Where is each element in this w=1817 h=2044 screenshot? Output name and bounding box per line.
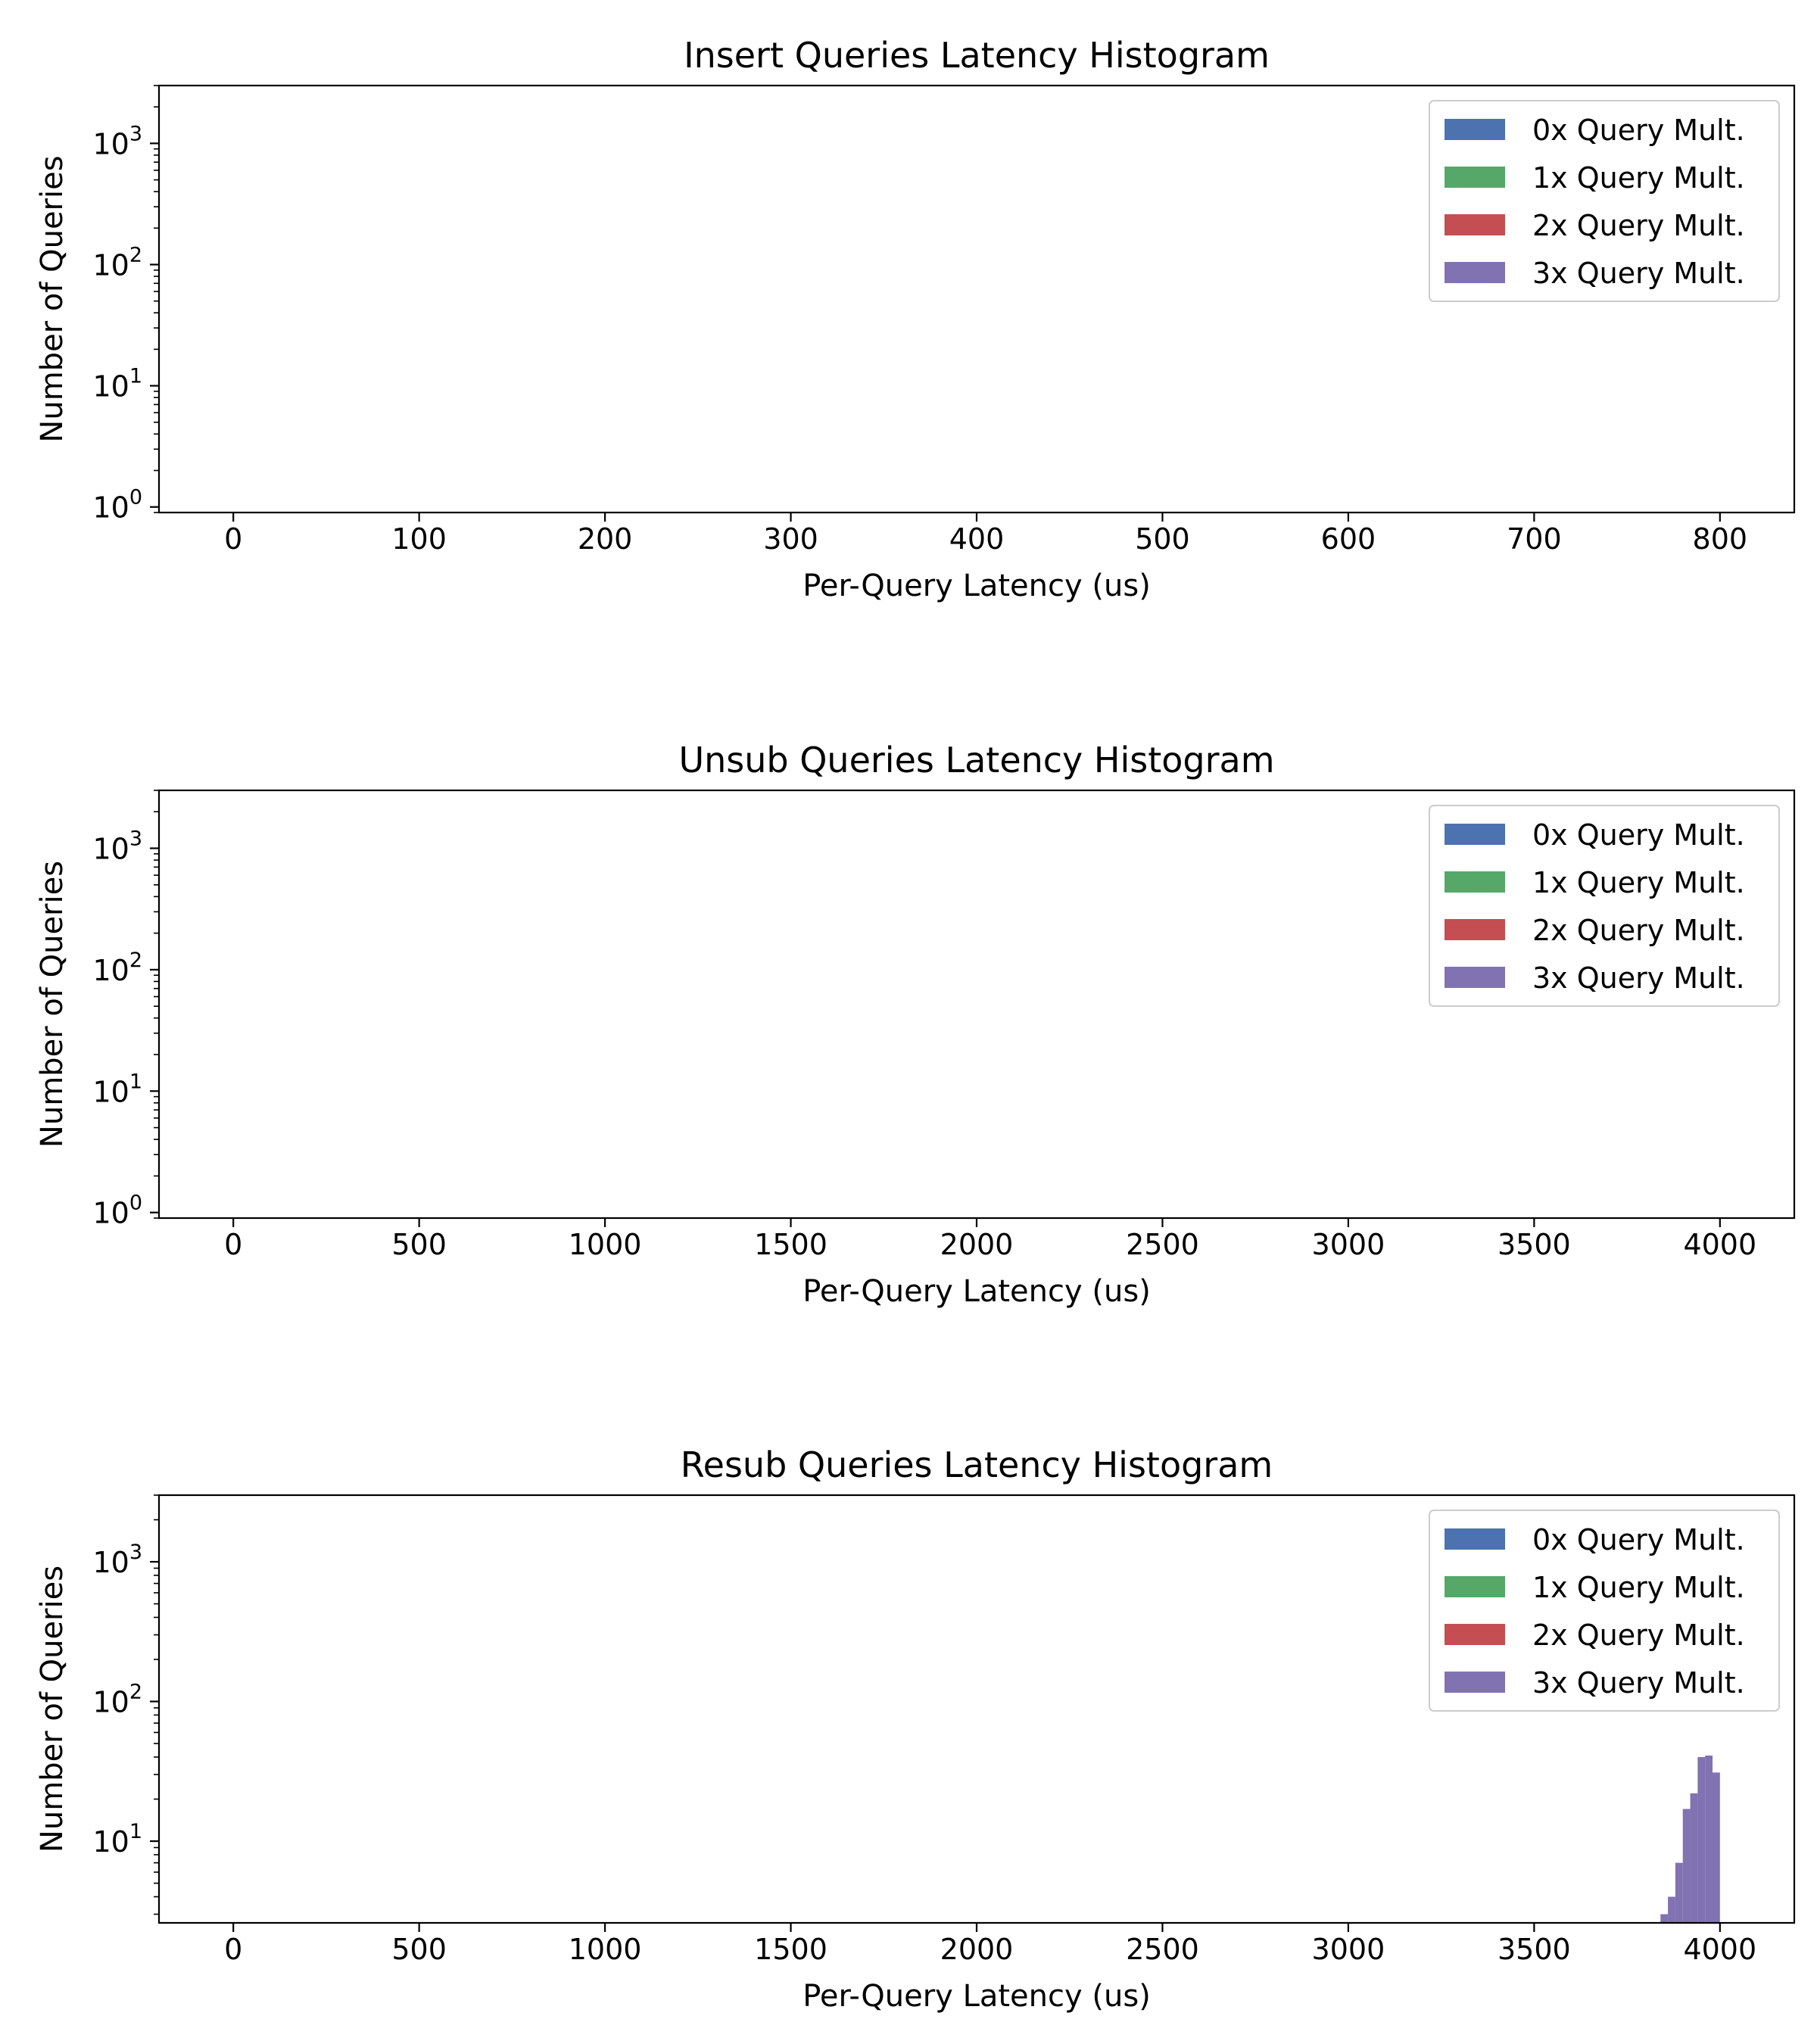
legend-label: 2x Query Mult. xyxy=(1532,209,1745,242)
legend-swatch xyxy=(1445,919,1505,940)
x-tick-label: 3500 xyxy=(1498,1933,1571,1966)
x-tick-label: 400 xyxy=(949,522,1005,556)
x-tick-label: 500 xyxy=(1135,522,1190,556)
legend-label: 1x Query Mult. xyxy=(1532,866,1745,899)
x-tick-label: 0 xyxy=(224,1933,242,1966)
legend-label: 1x Query Mult. xyxy=(1532,161,1745,195)
y-axis-label: Number of Queries xyxy=(35,155,70,442)
chart-title: Resub Queries Latency Histogram xyxy=(681,1444,1273,1485)
legend-label: 0x Query Mult. xyxy=(1532,818,1745,852)
legend-label: 0x Query Mult. xyxy=(1532,1523,1745,1556)
legend-swatch xyxy=(1445,871,1505,893)
x-tick-label: 800 xyxy=(1693,522,1748,556)
x-axis-label: Per-Query Latency (us) xyxy=(803,569,1151,603)
y-tick-label: 100 xyxy=(92,486,142,525)
y-tick-label: 102 xyxy=(92,243,142,282)
legend-box xyxy=(1429,1510,1780,1712)
x-tick-label: 500 xyxy=(391,1228,447,1261)
x-tick-label: 600 xyxy=(1321,522,1376,556)
legend-label: 3x Query Mult. xyxy=(1532,1666,1745,1700)
x-tick-label: 4000 xyxy=(1683,1228,1756,1261)
x-tick-label: 300 xyxy=(763,522,818,556)
chart-1: 0 100 200 300 400 500 600 700 800 100 101 102 103 Ins… xyxy=(35,35,1796,603)
x-tick-label: 2500 xyxy=(1126,1933,1199,1966)
histogram-bar xyxy=(1697,1756,1706,1923)
legend-swatch xyxy=(1445,1528,1505,1550)
x-tick-label: 3000 xyxy=(1312,1228,1385,1261)
legend-swatch xyxy=(1445,824,1505,845)
x-tick-label: 2000 xyxy=(940,1933,1014,1966)
y-tick-label: 102 xyxy=(92,1681,142,1719)
x-tick-label: 500 xyxy=(391,1933,447,1966)
histogram-bar xyxy=(1675,1862,1683,1923)
chart-title: Unsub Queries Latency Histogram xyxy=(678,740,1274,781)
legend: 0x Query Mult. 1x Query Mult. 2x Query Mul… xyxy=(1429,805,1780,1007)
legend-swatch xyxy=(1445,1624,1505,1645)
x-tick-label: 1000 xyxy=(569,1228,642,1261)
y-tick-label: 101 xyxy=(92,1820,142,1859)
legend-swatch xyxy=(1445,967,1505,988)
x-tick-label: 0 xyxy=(224,522,242,556)
x-tick-label: 200 xyxy=(578,522,633,556)
y-axis-label: Number of Queries xyxy=(35,861,70,1148)
legend-swatch xyxy=(1445,262,1505,283)
legend-box xyxy=(1429,805,1780,1007)
x-tick-label: 3500 xyxy=(1498,1228,1571,1261)
x-tick-label: 1500 xyxy=(754,1933,827,1966)
y-tick-label: 100 xyxy=(92,1192,142,1230)
histogram-bar xyxy=(1682,1809,1691,1923)
chart-2: 0 500 1000 1500 2000 2500 3000 3500 4000 100 101 10… xyxy=(35,740,1796,1309)
histogram-bar xyxy=(1713,1772,1720,1923)
x-axis-label: Per-Query Latency (us) xyxy=(803,1979,1151,2014)
y-tick-label: 103 xyxy=(92,1541,142,1579)
legend: 0x Query Mult. 1x Query Mult. 2x Query Mul… xyxy=(1429,100,1780,302)
legend-swatch xyxy=(1445,119,1505,140)
legend: 0x Query Mult. 1x Query Mult. 2x Query Mul… xyxy=(1429,1510,1780,1712)
legend-swatch xyxy=(1445,167,1505,188)
legend-swatch xyxy=(1445,1576,1505,1597)
y-axis-label: Number of Queries xyxy=(35,1566,70,1852)
chart-title: Insert Queries Latency Histogram xyxy=(684,35,1270,76)
y-tick-label: 101 xyxy=(92,1070,142,1108)
legend-swatch xyxy=(1445,1672,1505,1693)
histogram-bar xyxy=(1668,1896,1675,1923)
x-tick-label: 100 xyxy=(391,522,447,556)
x-axis-label: Per-Query Latency (us) xyxy=(803,1274,1151,1309)
legend-label: 2x Query Mult. xyxy=(1532,1619,1745,1652)
y-tick-label: 103 xyxy=(92,827,142,866)
legend-label: 3x Query Mult. xyxy=(1532,257,1745,290)
legend-label: 1x Query Mult. xyxy=(1532,1571,1745,1604)
x-tick-label: 3000 xyxy=(1312,1933,1385,1966)
chart-3: 0 500 1000 1500 2000 2500 3000 3500 4000 101 102 10… xyxy=(35,1444,1796,2014)
x-tick-label: 2000 xyxy=(940,1228,1014,1261)
legend-label: 3x Query Mult. xyxy=(1532,961,1745,995)
y-tick-label: 101 xyxy=(92,365,142,404)
histogram-bar xyxy=(1690,1793,1698,1923)
legend-swatch xyxy=(1445,214,1505,235)
y-tick-label: 103 xyxy=(92,122,142,160)
legend-label: 0x Query Mult. xyxy=(1532,114,1745,147)
histogram-bar xyxy=(1705,1755,1713,1923)
legend-box xyxy=(1429,100,1780,302)
legend-label: 2x Query Mult. xyxy=(1532,914,1745,947)
x-tick-label: 0 xyxy=(224,1228,242,1261)
x-tick-label: 4000 xyxy=(1683,1933,1756,1966)
x-tick-label: 700 xyxy=(1507,522,1562,556)
histogram-bar xyxy=(1660,1914,1669,1923)
x-tick-label: 1500 xyxy=(754,1228,827,1261)
x-tick-label: 1000 xyxy=(569,1933,642,1966)
y-tick-label: 102 xyxy=(92,949,142,987)
x-tick-label: 2500 xyxy=(1126,1228,1199,1261)
